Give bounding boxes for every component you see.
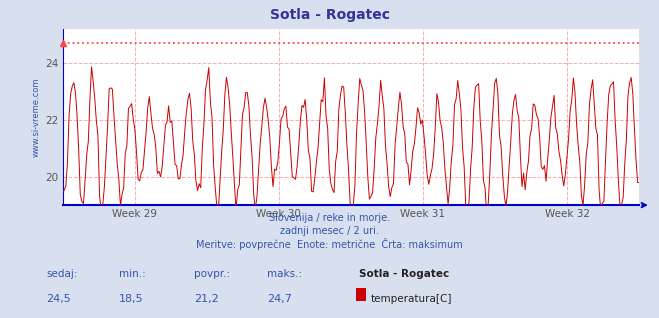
Text: Meritve: povprečne  Enote: metrične  Črta: maksimum: Meritve: povprečne Enote: metrične Črta:… [196,238,463,251]
Text: Slovenija / reke in morje.: Slovenija / reke in morje. [269,213,390,223]
Y-axis label: www.si-vreme.com: www.si-vreme.com [32,77,41,157]
Text: Sotla - Rogatec: Sotla - Rogatec [359,269,449,279]
Text: 18,5: 18,5 [119,294,143,304]
Text: 24,7: 24,7 [267,294,292,304]
Text: 21,2: 21,2 [194,294,219,304]
Text: povpr.:: povpr.: [194,269,231,279]
Text: zadnji mesec / 2 uri.: zadnji mesec / 2 uri. [280,226,379,236]
Text: min.:: min.: [119,269,146,279]
Text: maks.:: maks.: [267,269,302,279]
Text: Sotla - Rogatec: Sotla - Rogatec [270,8,389,22]
Text: temperatura[C]: temperatura[C] [370,294,452,304]
Text: 24,5: 24,5 [46,294,71,304]
Text: sedaj:: sedaj: [46,269,78,279]
